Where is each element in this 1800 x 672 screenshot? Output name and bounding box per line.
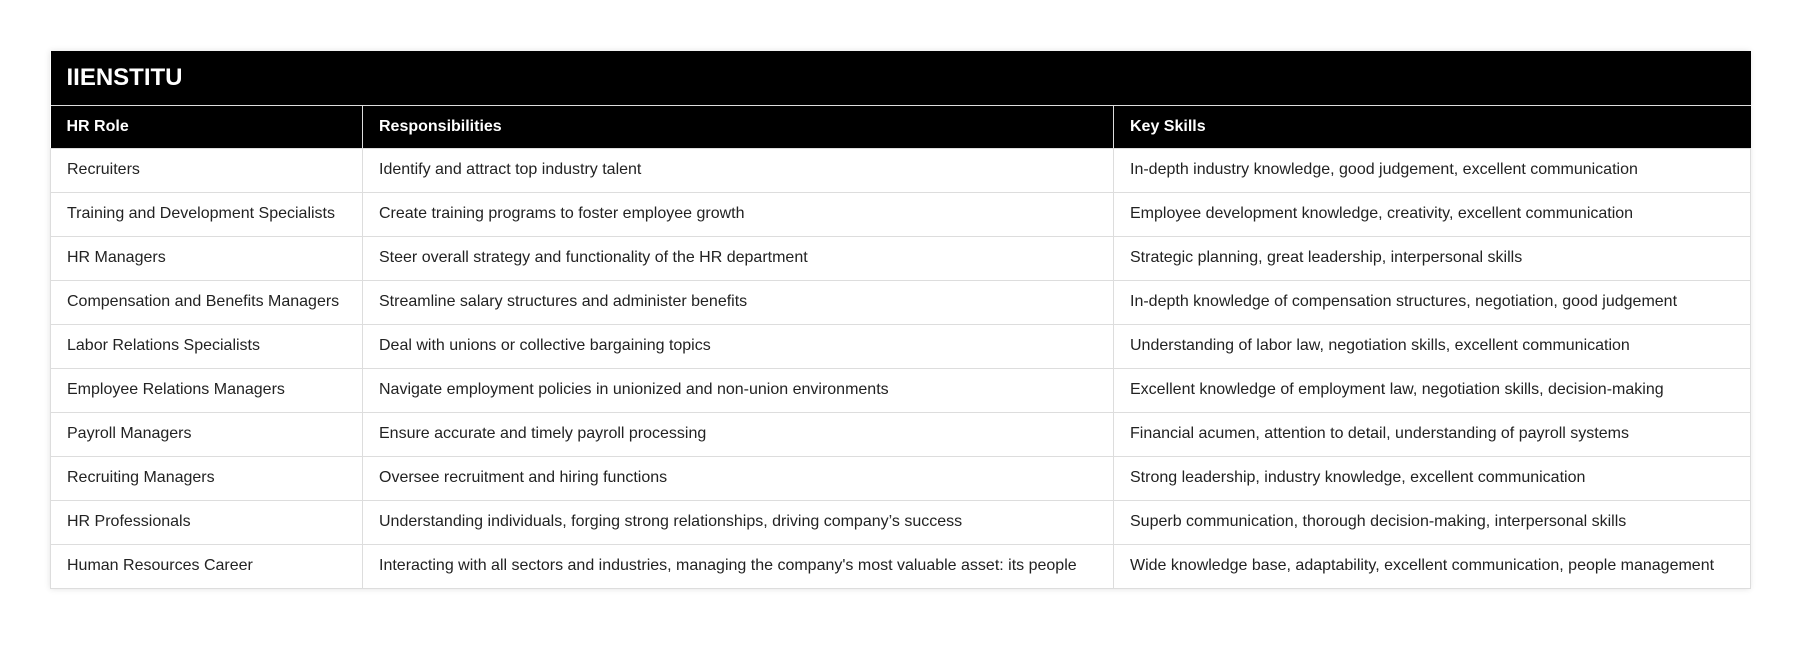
table-row: Labor Relations Specialists Deal with uni… [50,323,1752,369]
header-row: HR Role Responsibilities Key Skills [50,104,1751,148]
cell-responsibilities: Ensure accurate and timely payroll proce… [362,411,1114,457]
cell-responsibilities: Steer overall strategy and functionality… [362,235,1114,281]
hr-roles-table-container: IIENSTITU HR Role Responsibilities Key S… [50,51,1752,589]
cell-key-skills: In-depth knowledge of compensation struc… [1112,279,1752,325]
cell-hr-role: Labor Relations Specialists [50,323,363,369]
table-row: Human Resources Career Interacting with a… [50,543,1752,589]
cell-hr-role: Recruiting Managers [50,455,363,501]
table-row: Compensation and Benefits Managers Stream… [50,279,1752,325]
cell-responsibilities: Oversee recruitment and hiring functions [362,455,1114,501]
cell-responsibilities: Navigate employment policies in unionize… [362,367,1114,413]
hr-roles-table: IIENSTITU HR Role Responsibilities Key S… [50,51,1752,589]
cell-responsibilities: Identify and attract top industry talent [362,147,1114,193]
table-row: HR Professionals Understanding individual… [50,499,1752,545]
cell-responsibilities: Understanding individuals, forging stron… [362,499,1114,545]
cell-hr-role: Compensation and Benefits Managers [50,279,363,325]
table-row: HR Managers Steer overall strategy and fu… [50,235,1752,281]
cell-key-skills: Excellent knowledge of employment law, n… [1112,367,1752,413]
cell-key-skills: Superb communication, thorough decision-… [1112,499,1752,545]
column-header-hr-role: HR Role [50,104,363,148]
cell-responsibilities: Create training programs to foster emplo… [362,191,1114,237]
table-title: IIENSTITU [50,51,1751,105]
column-header-key-skills: Key Skills [1112,104,1751,148]
cell-hr-role: HR Managers [50,235,363,281]
column-header-responsibilities: Responsibilities [362,104,1114,148]
cell-responsibilities: Streamline salary structures and adminis… [362,279,1114,325]
cell-responsibilities: Deal with unions or collective bargainin… [362,323,1114,369]
cell-key-skills: Strategic planning, great leadership, in… [1112,235,1752,281]
table-row: Employee Relations Managers Navigate empl… [50,367,1752,413]
cell-key-skills: Understanding of labor law, negotiation … [1112,323,1752,369]
table-row: Recruiting Managers Oversee recruitment a… [50,455,1752,501]
cell-hr-role: Human Resources Career [50,543,363,589]
cell-hr-role: Payroll Managers [50,411,363,457]
cell-key-skills: In-depth industry knowledge, good judgem… [1112,147,1752,193]
table-row: Payroll Managers Ensure accurate and time… [50,411,1752,457]
cell-hr-role: HR Professionals [50,499,363,545]
cell-hr-role: Recruiters [50,147,363,193]
cell-hr-role: Employee Relations Managers [50,367,363,413]
cell-key-skills: Financial acumen, attention to detail, u… [1112,411,1752,457]
table-row: Training and Development Specialists Crea… [50,191,1752,237]
cell-hr-role: Training and Development Specialists [50,191,363,237]
cell-key-skills: Wide knowledge base, adaptability, excel… [1112,543,1752,589]
cell-key-skills: Employee development knowledge, creativi… [1112,191,1752,237]
cell-key-skills: Strong leadership, industry knowledge, e… [1112,455,1752,501]
cell-responsibilities: Interacting with all sectors and industr… [362,543,1114,589]
table-row: Recruiters Identify and attract top indus… [50,147,1752,193]
